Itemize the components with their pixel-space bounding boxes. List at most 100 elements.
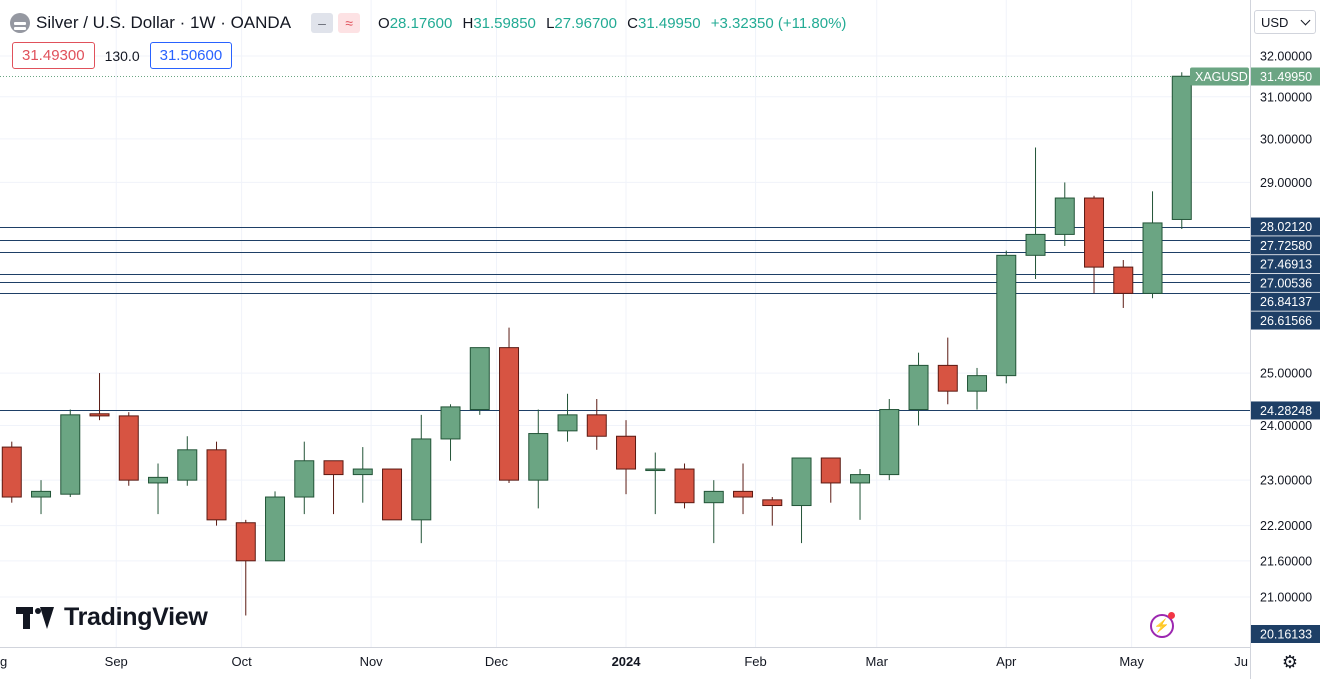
sell-price-button[interactable]: 31.49300 bbox=[12, 42, 95, 69]
candle-body[interactable] bbox=[177, 449, 198, 481]
candle-body[interactable] bbox=[60, 414, 81, 495]
currency-label: USD bbox=[1261, 14, 1289, 30]
candle-body[interactable] bbox=[265, 496, 286, 562]
last-price-label: 31.49950 bbox=[1260, 70, 1312, 84]
wave-indicator-icon[interactable]: ≈ bbox=[338, 13, 361, 33]
candle-body[interactable] bbox=[1084, 197, 1105, 268]
candle-body[interactable] bbox=[850, 474, 871, 484]
y-tick-label: 29.00000 bbox=[1260, 176, 1312, 190]
candle-body[interactable] bbox=[411, 438, 432, 521]
close-value: 31.49950 bbox=[638, 14, 701, 32]
candle-body[interactable] bbox=[616, 435, 637, 470]
settings-icon[interactable]: ⚙ bbox=[1281, 651, 1299, 672]
silver-symbol-icon[interactable] bbox=[10, 13, 30, 33]
candle-body[interactable] bbox=[1025, 233, 1046, 256]
level-label-bg bbox=[1251, 236, 1320, 255]
candle-body[interactable] bbox=[206, 449, 227, 521]
level-label: 27.72580 bbox=[1260, 239, 1312, 253]
y-tick-label: 31.00000 bbox=[1260, 90, 1312, 104]
candle-body[interactable] bbox=[235, 522, 256, 562]
tradingview-wordmark: TradingView bbox=[64, 603, 208, 631]
candle-body[interactable] bbox=[791, 457, 812, 507]
symbol-tag: XAGUSD bbox=[1195, 70, 1248, 84]
y-tick-label: 32.00000 bbox=[1260, 50, 1312, 64]
candle-body[interactable] bbox=[908, 364, 929, 411]
spread-value: 130.0 bbox=[104, 47, 140, 64]
x-tick-label: May bbox=[1119, 654, 1144, 669]
x-tick-label: Feb bbox=[744, 654, 766, 669]
candle-body[interactable] bbox=[937, 364, 958, 392]
x-tick-label: g bbox=[0, 654, 7, 669]
currency-select[interactable]: USD bbox=[1254, 10, 1316, 34]
tradingview-logo[interactable]: TradingView bbox=[16, 603, 208, 632]
candle-body[interactable] bbox=[352, 468, 373, 476]
time-axis-bg bbox=[0, 647, 1250, 679]
candle-body[interactable] bbox=[703, 490, 724, 504]
level-label: 26.84137 bbox=[1260, 295, 1312, 309]
candle-body[interactable] bbox=[762, 499, 783, 507]
price-axis-bg bbox=[1250, 0, 1320, 679]
y-tick-label: 22.20000 bbox=[1260, 519, 1312, 533]
x-tick-label: Nov bbox=[360, 654, 384, 669]
y-tick-label: 24.00000 bbox=[1260, 419, 1312, 433]
candle-body[interactable] bbox=[733, 490, 754, 498]
y-tick-label: 21.60000 bbox=[1260, 554, 1312, 568]
x-tick-label: Oct bbox=[231, 654, 252, 669]
symbol-tag-bg bbox=[1190, 67, 1249, 86]
candle-body[interactable] bbox=[1113, 266, 1134, 294]
x-tick-label: 2024 bbox=[612, 654, 642, 669]
candle-body[interactable] bbox=[323, 460, 344, 476]
buy-price-button[interactable]: 31.50600 bbox=[149, 42, 233, 69]
chart-header: Silver / U.S. Dollar · 1W · OANDA ‒ ≈ O2… bbox=[10, 10, 846, 36]
last-price-label-bg bbox=[1251, 67, 1320, 86]
tradingview-logo-icon bbox=[16, 606, 56, 629]
candle-body[interactable] bbox=[118, 415, 139, 481]
high-value: 31.59850 bbox=[473, 14, 536, 32]
level-label-bg bbox=[1251, 217, 1320, 236]
hide-indicators-icon[interactable]: ‒ bbox=[311, 13, 334, 33]
candle-body[interactable] bbox=[528, 433, 549, 481]
candle-body[interactable] bbox=[820, 457, 841, 484]
symbol-title[interactable]: Silver / U.S. Dollar · 1W · OANDA bbox=[36, 13, 292, 32]
candle-body[interactable] bbox=[1171, 75, 1192, 220]
low-value: 27.96700 bbox=[554, 14, 617, 32]
candle-body[interactable] bbox=[148, 476, 169, 484]
candle-body[interactable] bbox=[294, 460, 315, 498]
candle-body[interactable] bbox=[586, 414, 607, 437]
candle-body[interactable] bbox=[557, 414, 578, 432]
candle-body[interactable] bbox=[674, 468, 695, 504]
candle-body[interactable] bbox=[645, 468, 666, 472]
open-value: 28.17600 bbox=[389, 14, 453, 32]
x-tick-label: Sep bbox=[105, 654, 128, 669]
x-tick-label: Apr bbox=[996, 654, 1017, 669]
change-value: +3.32350 (+11.80%) bbox=[710, 14, 847, 32]
chevron-down-icon bbox=[1300, 15, 1311, 26]
candle-body[interactable] bbox=[879, 409, 900, 476]
candle-body[interactable] bbox=[996, 254, 1017, 377]
x-tick-label: Dec bbox=[485, 654, 509, 669]
y-tick-label: 21.00000 bbox=[1260, 591, 1312, 605]
x-tick-label: Ju bbox=[1234, 654, 1248, 669]
candle-body[interactable] bbox=[1054, 197, 1075, 235]
level-label: 26.61566 bbox=[1260, 314, 1312, 328]
level-label-bg bbox=[1251, 273, 1320, 292]
candle-body[interactable] bbox=[967, 375, 988, 392]
y-tick-label: 25.00000 bbox=[1260, 367, 1312, 381]
candle-body[interactable] bbox=[382, 468, 403, 521]
candle-body[interactable] bbox=[469, 347, 490, 411]
candle-body[interactable] bbox=[1, 446, 22, 498]
level-label-bg bbox=[1251, 255, 1320, 274]
ohlc-readout: O28.17600 H31.59850 L27.96700 C31.49950 … bbox=[378, 14, 847, 32]
level-label-bg bbox=[1251, 292, 1320, 311]
lightning-icon[interactable]: ⚡ bbox=[1150, 614, 1174, 638]
x-tick-label: Mar bbox=[866, 654, 889, 669]
candle-body[interactable] bbox=[499, 347, 520, 481]
candle-body[interactable] bbox=[31, 490, 52, 498]
level-label-bg bbox=[1251, 311, 1320, 330]
candle-body[interactable] bbox=[1142, 222, 1163, 294]
level-label: 24.28248 bbox=[1260, 404, 1312, 418]
candle-body[interactable] bbox=[440, 406, 461, 440]
candle-body[interactable] bbox=[89, 413, 110, 417]
quote-row: 31.49300 130.0 31.50600 bbox=[12, 42, 233, 69]
